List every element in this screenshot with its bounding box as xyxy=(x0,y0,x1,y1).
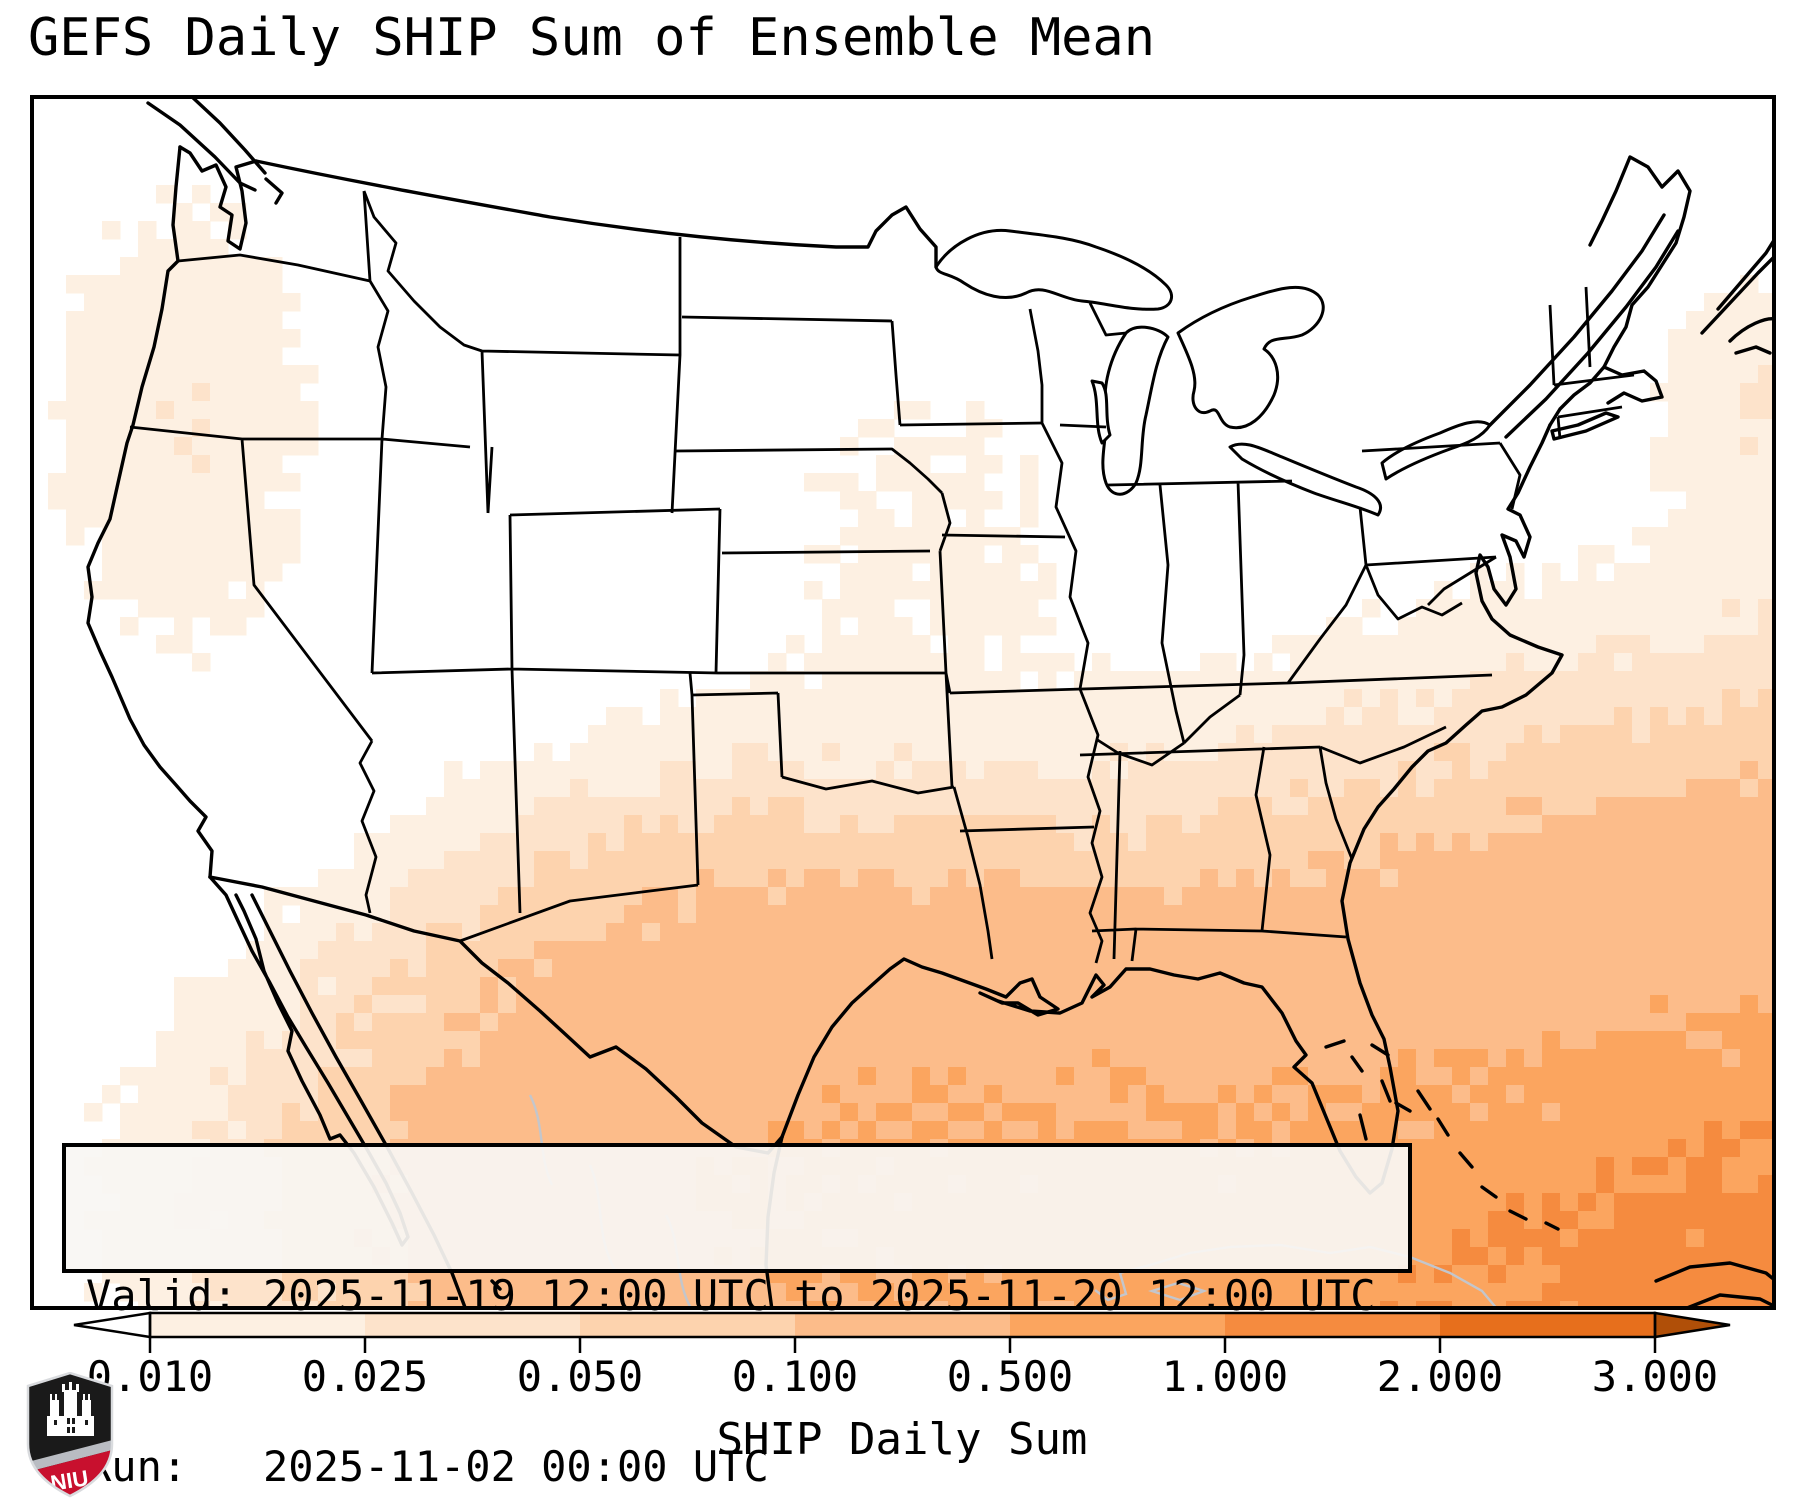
northeast-coast xyxy=(1548,365,1664,427)
colorbar-tick-label: 2.000 xyxy=(1376,1352,1504,1401)
niu-logo: NIU xyxy=(26,1372,114,1498)
niu-shield-outline xyxy=(26,1372,114,1498)
state-borders-west xyxy=(129,190,946,914)
isle-of-youth-outline xyxy=(1148,1281,1208,1302)
colorbar-segment xyxy=(795,1313,1011,1337)
colorbar-axis-label: SHIP Daily Sum xyxy=(716,1414,1088,1465)
colorbar-segment xyxy=(1440,1313,1656,1337)
info-box: Valid: 2025-11-19 12:00 UTC to 2025-11-2… xyxy=(62,1143,1412,1491)
colorbar-over-arrow xyxy=(1653,1311,1731,1339)
long-island xyxy=(1550,411,1620,441)
colorbar-segment xyxy=(365,1313,581,1337)
colorbar-tick-label: 0.025 xyxy=(301,1352,429,1401)
state-borders xyxy=(129,190,1635,964)
colorbar-tick-label: 0.050 xyxy=(516,1352,644,1401)
state-borders-east xyxy=(1079,441,1522,962)
colorbar xyxy=(73,1311,1731,1353)
us-map xyxy=(30,95,1776,1310)
niu-logo-text: NIU xyxy=(49,1465,90,1496)
hispaniola-coast xyxy=(1654,1261,1776,1310)
state-borders-midwest xyxy=(1028,302,1293,964)
bahamas-islands xyxy=(1324,1039,1560,1231)
great-lakes xyxy=(934,228,1492,517)
colorbar-tick-label: 0.100 xyxy=(731,1352,859,1401)
lake-huron xyxy=(1176,285,1325,430)
map-area xyxy=(30,95,1776,1310)
niu-shield: NIU xyxy=(28,1373,112,1496)
colorbar-segment xyxy=(580,1313,796,1337)
map-frame xyxy=(30,95,1776,1310)
canada-border xyxy=(254,159,938,269)
castle-windows xyxy=(54,1418,88,1433)
puget-sound xyxy=(178,145,258,251)
maine-coast xyxy=(1588,155,1692,369)
lake-michigan xyxy=(1101,325,1170,496)
colorbar-tick-label: 0.500 xyxy=(946,1352,1074,1401)
valid-time-text: Valid: 2025-11-19 12:00 UTC to 2025-11-2… xyxy=(86,1271,1376,1320)
run-time-text: Run: 2025-11-02 00:00 UTC xyxy=(86,1442,769,1491)
pacific-coast xyxy=(86,145,214,879)
figure-title: GEFS Daily SHIP Sum of Ensemble Mean xyxy=(28,8,1156,68)
colorbar-segment xyxy=(1225,1313,1441,1337)
lake-superior xyxy=(934,228,1174,311)
colorbar-outline xyxy=(148,1311,1657,1339)
lake-erie xyxy=(1228,442,1382,517)
colorbar-segment xyxy=(150,1313,366,1337)
st-lawrence-river xyxy=(1488,213,1680,439)
colorbar-segment xyxy=(1010,1313,1226,1337)
lake-ontario xyxy=(1380,420,1492,481)
colorbar-tick-label: 3.000 xyxy=(1591,1352,1719,1401)
nova-scotia xyxy=(1700,235,1776,355)
ship-heatmap-cells xyxy=(48,185,1776,1310)
state-borders-newengland xyxy=(1427,286,1635,606)
colorbar-tick-label: 1.000 xyxy=(1161,1352,1289,1401)
rio-grande-border xyxy=(208,875,784,1155)
state-borders-plains xyxy=(459,315,1095,960)
